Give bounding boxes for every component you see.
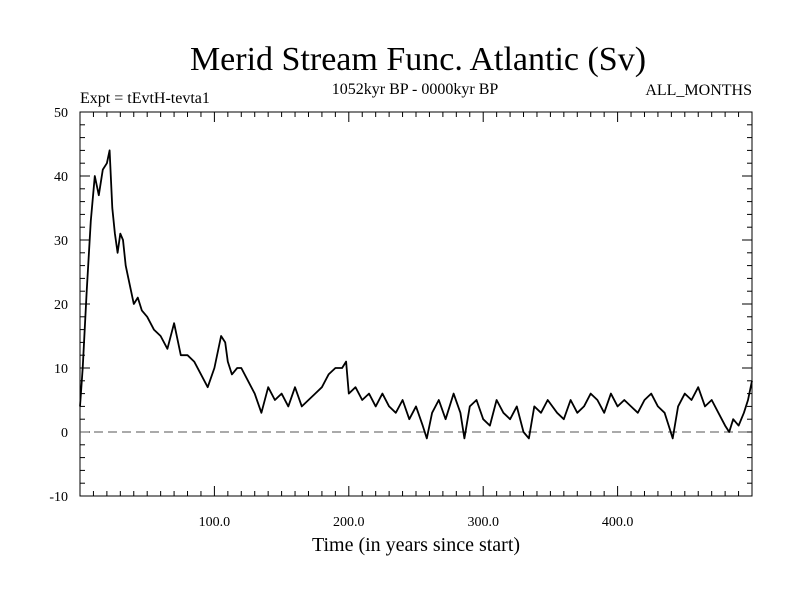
- chart-subtitle-right: ALL_MONTHS: [645, 82, 752, 99]
- x-tick-label: 100.0: [199, 515, 231, 530]
- x-tick-label: 400.0: [602, 515, 634, 530]
- y-tick-label: 40: [54, 170, 68, 185]
- chart-title: Merid Stream Func. Atlantic (Sv): [190, 41, 646, 78]
- x-axis-label: Time (in years since start): [312, 534, 520, 556]
- plot-frame: [79, 111, 753, 497]
- y-tick-label: 0: [61, 426, 68, 441]
- x-tick-label: 200.0: [333, 515, 365, 530]
- chart-subtitle-left: Expt = tEvtH-tevta1: [80, 90, 210, 107]
- axis-ticks: 100.0 200.0 300.0 400.0 -10 0 10 20 30 40 50: [49, 106, 752, 530]
- y-tick-label: -10: [49, 490, 68, 505]
- y-tick-label: 50: [54, 106, 68, 121]
- y-tick-label: 20: [54, 298, 68, 313]
- series-line: [79, 149, 753, 440]
- y-tick-label: 30: [54, 234, 68, 249]
- series-group: [79, 149, 753, 440]
- y-tick-label: 10: [54, 362, 68, 377]
- x-tick-label: 300.0: [467, 515, 499, 530]
- chart-subtitle-center: 1052kyr BP - 0000kyr BP: [332, 81, 499, 98]
